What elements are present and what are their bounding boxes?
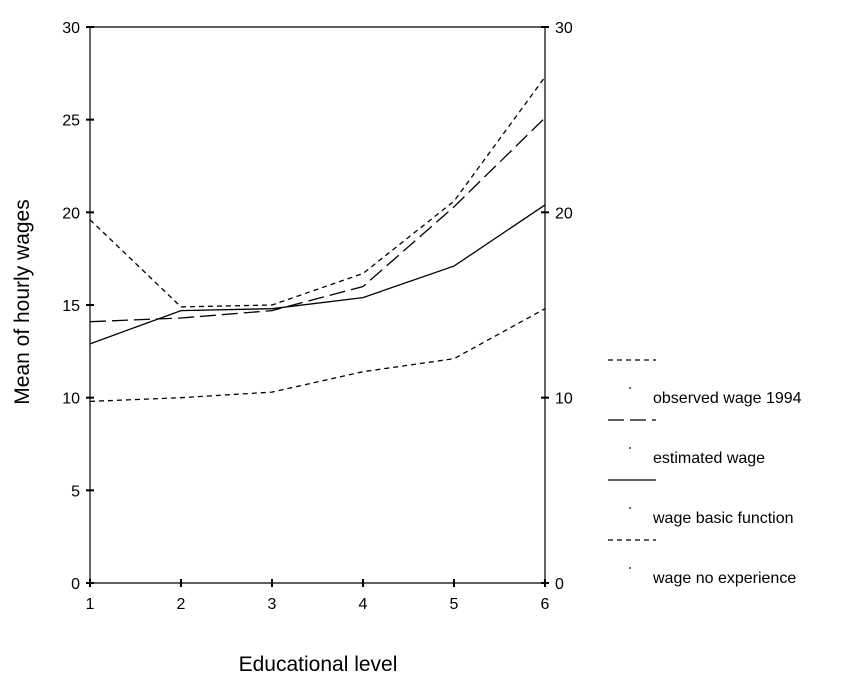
right-y-tick-label: 0 bbox=[555, 576, 564, 593]
plot-frame bbox=[89, 26, 546, 583]
legend-label-3: wage basic function bbox=[652, 510, 794, 527]
left-y-tick-label: 20 bbox=[62, 205, 80, 222]
x-tick-label: 1 bbox=[86, 596, 95, 613]
series-line-1 bbox=[89, 76, 546, 308]
legend-dot-4 bbox=[629, 567, 631, 569]
x-tick-label: 4 bbox=[359, 596, 368, 613]
right-y-tick-label: 20 bbox=[555, 205, 573, 222]
x-tick-label: 3 bbox=[268, 596, 277, 613]
right-y-axis: 0 10 20 30 bbox=[541, 20, 573, 593]
legend-label-2: estimated wage bbox=[653, 450, 765, 467]
left-y-tick-label: 25 bbox=[62, 113, 80, 130]
left-y-tick-label: 0 bbox=[71, 576, 80, 593]
y-axis-title: Mean of hourly wages bbox=[11, 199, 34, 404]
left-y-axis: 0 5 10 15 20 25 30 bbox=[62, 20, 94, 593]
right-y-tick-label: 10 bbox=[555, 391, 573, 408]
left-y-tick-label: 5 bbox=[71, 483, 80, 500]
x-axis: 1 2 3 4 5 6 bbox=[86, 579, 550, 613]
x-tick-label: 2 bbox=[177, 596, 186, 613]
x-tick-label: 5 bbox=[450, 596, 459, 613]
legend-dot-2 bbox=[629, 447, 631, 449]
x-axis-title: Educational level bbox=[239, 653, 398, 676]
left-y-tick-label: 15 bbox=[62, 298, 80, 315]
legend: observed wage 1994 estimated wage wage bas… bbox=[608, 359, 802, 587]
series-line-4 bbox=[89, 308, 546, 403]
legend-label-4: wage no experience bbox=[652, 570, 796, 587]
series-layer bbox=[89, 76, 546, 403]
series-line-3 bbox=[89, 204, 546, 345]
series-line-2 bbox=[89, 117, 546, 323]
legend-dot-1 bbox=[629, 387, 631, 389]
left-y-tick-label: 30 bbox=[62, 20, 80, 37]
right-y-tick-label: 30 bbox=[555, 20, 573, 37]
left-y-tick-label: 10 bbox=[62, 391, 80, 408]
legend-dot-3 bbox=[629, 507, 631, 509]
x-tick-label: 6 bbox=[541, 596, 550, 613]
legend-label-1: observed wage 1994 bbox=[653, 390, 802, 407]
